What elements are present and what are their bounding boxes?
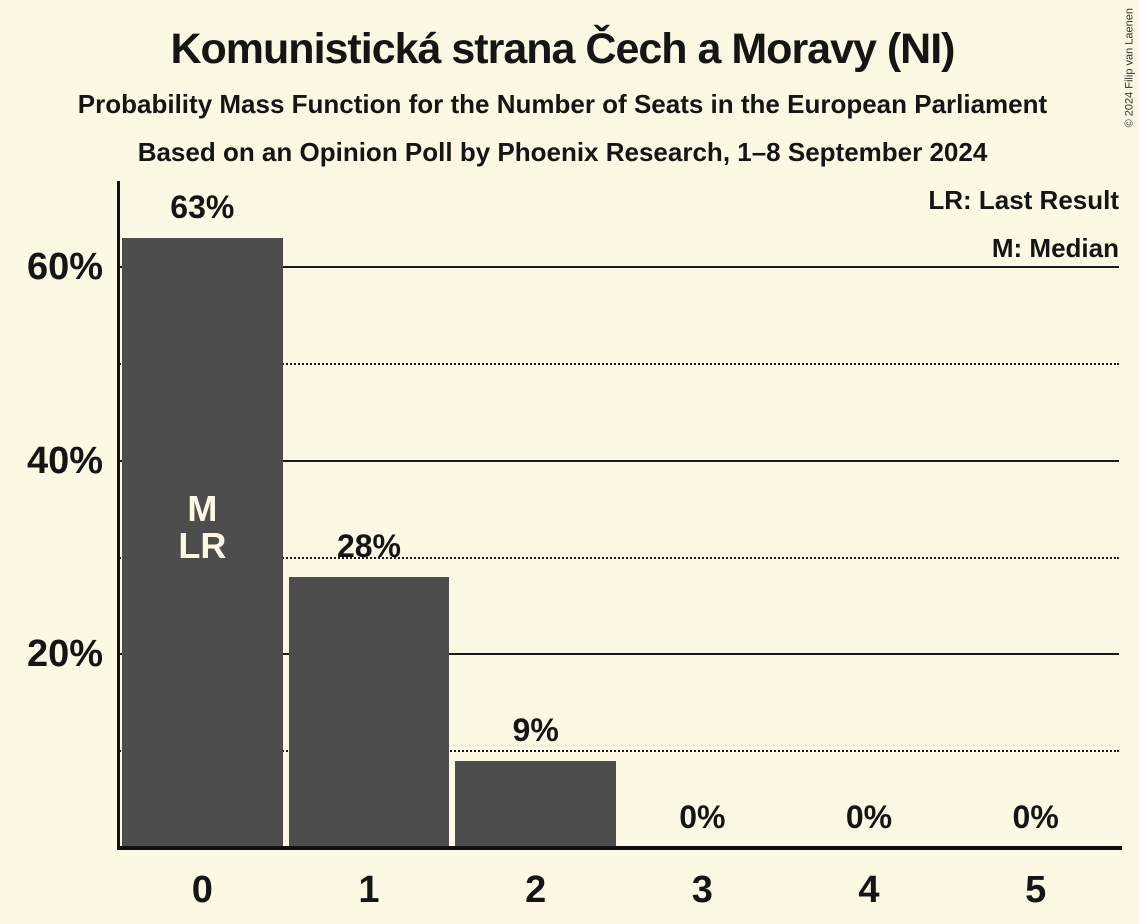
value-label-4: 0% [845, 799, 893, 835]
bar-2 [455, 760, 616, 848]
legend-median: M: Median [991, 233, 1119, 263]
subtitle-poll-source: Based on an Opinion Poll by Phoenix Rese… [137, 137, 988, 167]
value-label-5: 0% [1012, 799, 1059, 835]
gridline-dotted-10pct [119, 750, 1119, 753]
x-tick-label-5: 5 [1025, 869, 1047, 911]
gridline-dotted-50pct [119, 362, 1119, 365]
gridline-solid-40pct [119, 459, 1119, 462]
value-label-0: 63% [170, 188, 235, 225]
y-tick-label-40: 40% [26, 439, 103, 482]
x-tick-label-3: 3 [691, 869, 713, 911]
value-label-3: 0% [679, 799, 726, 835]
gridline-dotted-30pct [119, 556, 1119, 559]
bar-0 [122, 237, 283, 848]
x-tick-label-1: 1 [358, 869, 380, 911]
x-axis-line [117, 846, 1122, 850]
y-axis-line [117, 181, 120, 849]
gridline-solid-20pct [119, 653, 1119, 656]
legend-last-result: LR: Last Result [928, 185, 1119, 215]
gridline-solid-60pct [119, 266, 1119, 268]
bar-annotation-0: M LR [119, 490, 286, 564]
x-tick-label-0: 0 [191, 869, 213, 911]
y-tick-label-20: 20% [26, 633, 103, 676]
value-label-2: 9% [512, 711, 559, 748]
y-tick-label-60: 60% [26, 246, 103, 288]
bar-annotation-line-lr: LR [178, 525, 227, 566]
bar-1 [288, 576, 450, 848]
page-title: Komunistická strana Čech a Moravy (NI) [170, 25, 955, 73]
value-label-1: 28% [336, 527, 401, 564]
x-tick-label-4: 4 [858, 869, 880, 911]
subtitle-pmf: Probability Mass Function for the Number… [77, 89, 1048, 119]
x-tick-label-2: 2 [525, 869, 547, 911]
bar-annotation-line-m: M [187, 488, 218, 529]
